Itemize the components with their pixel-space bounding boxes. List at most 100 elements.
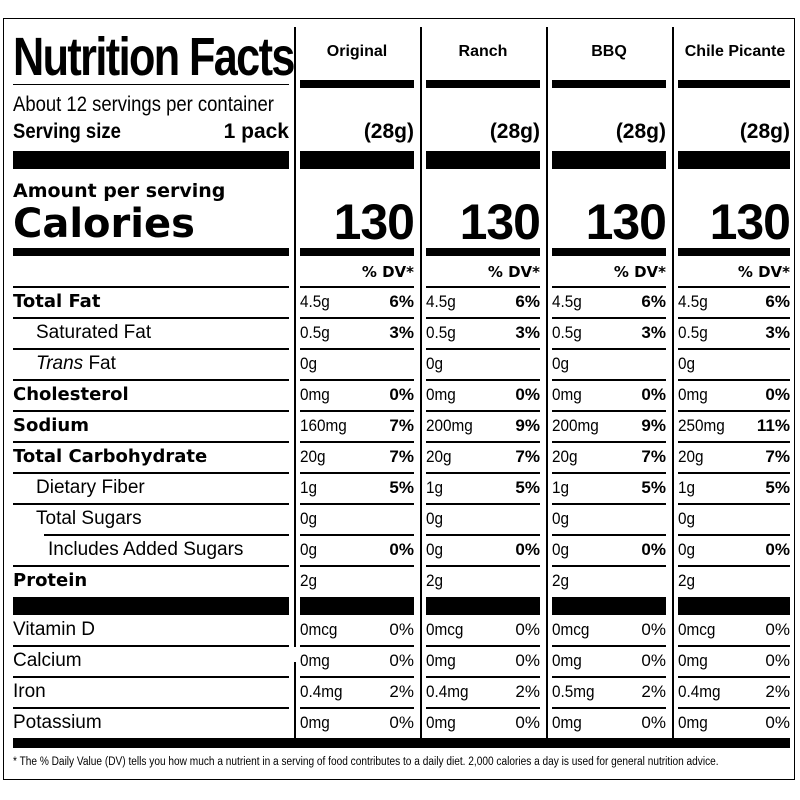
cell-amount-total-fat: 4.5g bbox=[552, 292, 582, 311]
cell-amount-saturated-fat: 0.5g bbox=[300, 323, 330, 342]
cell-dv-added-sugars: 0% bbox=[389, 540, 414, 559]
row-rule bbox=[552, 410, 666, 412]
row-rule bbox=[678, 534, 790, 536]
row-rule bbox=[426, 707, 540, 709]
row-rule bbox=[426, 379, 540, 381]
serving-grams: (28g) bbox=[363, 120, 414, 143]
row-rule bbox=[678, 645, 790, 647]
trans-italic: Trans bbox=[36, 353, 84, 374]
cell-amount-added-sugars: 0g bbox=[678, 540, 696, 559]
thick-bar bbox=[13, 597, 289, 615]
nutrient-vitamin-d: Vitamin D bbox=[13, 619, 96, 640]
row-rule bbox=[426, 645, 540, 647]
nutrient-added-sugars: Includes Added Sugars bbox=[48, 539, 244, 560]
row-rule bbox=[552, 534, 666, 536]
row-rule bbox=[44, 534, 289, 536]
row-rule bbox=[426, 441, 540, 443]
cell-amount-calcium: 0mg bbox=[426, 651, 456, 670]
nutrient-total-sugars: Total Sugars bbox=[36, 508, 142, 529]
cell-amount-saturated-fat: 0.5g bbox=[426, 323, 456, 342]
cell-dv-calcium: 0% bbox=[515, 651, 540, 670]
flavor-name-bbq: BBQ bbox=[591, 43, 627, 60]
thick-bar bbox=[300, 597, 414, 615]
row-rule bbox=[300, 676, 414, 678]
cell-dv-saturated-fat: 3% bbox=[765, 323, 790, 342]
header-bar bbox=[426, 80, 540, 88]
nutrient-iron: Iron bbox=[13, 681, 46, 702]
row-rule bbox=[678, 472, 790, 474]
row-rule bbox=[300, 503, 414, 505]
header-bar bbox=[678, 80, 790, 88]
row-rule bbox=[300, 707, 414, 709]
bottom-bar bbox=[13, 738, 790, 748]
cell-amount-saturated-fat: 0.5g bbox=[678, 323, 708, 342]
calories-value: 130 bbox=[709, 194, 791, 250]
footnote: * The % Daily Value (DV) tells you how m… bbox=[13, 756, 719, 768]
row-rule bbox=[300, 410, 414, 412]
flavor-name-original: Original bbox=[326, 43, 388, 60]
cell-dv-cholesterol: 0% bbox=[389, 385, 414, 404]
row-rule bbox=[300, 441, 414, 443]
medium-bar bbox=[678, 248, 790, 256]
row-rule bbox=[426, 348, 540, 350]
cell-dv-added-sugars: 0% bbox=[765, 540, 790, 559]
cell-amount-cholesterol: 0mg bbox=[300, 385, 330, 404]
amount-per-serving: Amount per serving bbox=[13, 180, 226, 202]
row-rule bbox=[300, 317, 414, 319]
cell-amount-sodium: 200mg bbox=[552, 416, 599, 435]
cell-amount-trans-fat: 0g bbox=[552, 354, 570, 373]
cell-dv-total-fat: 6% bbox=[389, 292, 414, 311]
row-rule bbox=[552, 707, 666, 709]
dv-header: % DV* bbox=[361, 263, 414, 281]
cell-dv-total-fat: 6% bbox=[765, 292, 790, 311]
cell-amount-iron: 0.4mg bbox=[678, 682, 721, 701]
row-rule bbox=[13, 676, 289, 678]
row-rule bbox=[13, 472, 289, 474]
row-rule bbox=[552, 472, 666, 474]
row-rule bbox=[678, 317, 790, 319]
cell-amount-cholesterol: 0mg bbox=[678, 385, 708, 404]
cell-amount-total-carbohydrate: 20g bbox=[426, 447, 452, 466]
cell-dv-saturated-fat: 3% bbox=[641, 323, 666, 342]
cell-amount-total-sugars: 0g bbox=[300, 509, 318, 528]
cell-amount-trans-fat: 0g bbox=[678, 354, 696, 373]
cell-amount-protein: 2g bbox=[678, 571, 696, 590]
cell-amount-sodium: 250mg bbox=[678, 416, 725, 435]
cell-dv-dietary-fiber: 5% bbox=[515, 478, 540, 497]
calories-value: 130 bbox=[333, 194, 415, 250]
cell-dv-dietary-fiber: 5% bbox=[765, 478, 790, 497]
row-rule bbox=[552, 348, 666, 350]
row-rule bbox=[300, 348, 414, 350]
cell-dv-potassium: 0% bbox=[389, 713, 414, 732]
cell-dv-potassium: 0% bbox=[515, 713, 540, 732]
medium-bar bbox=[300, 248, 414, 256]
cell-amount-calcium: 0mg bbox=[678, 651, 708, 670]
cell-amount-saturated-fat: 0.5g bbox=[552, 323, 582, 342]
cell-amount-total-sugars: 0g bbox=[552, 509, 570, 528]
row-rule bbox=[13, 286, 289, 288]
cell-dv-iron: 2% bbox=[389, 682, 414, 701]
cell-amount-dietary-fiber: 1g bbox=[552, 478, 570, 497]
cell-dv-total-fat: 6% bbox=[515, 292, 540, 311]
cell-amount-vitamin-d: 0mcg bbox=[426, 620, 464, 639]
row-rule bbox=[13, 503, 289, 505]
serving-grams: (28g) bbox=[489, 120, 540, 143]
thick-bar bbox=[552, 151, 666, 169]
column-divider bbox=[420, 27, 422, 746]
thick-bar bbox=[678, 597, 790, 615]
column-divider bbox=[672, 27, 674, 746]
cell-dv-sodium: 9% bbox=[515, 416, 540, 435]
cell-amount-potassium: 0mg bbox=[552, 713, 582, 732]
thick-bar bbox=[300, 151, 414, 169]
cell-amount-protein: 2g bbox=[300, 571, 318, 590]
row-rule bbox=[426, 503, 540, 505]
cell-dv-vitamin-d: 0% bbox=[515, 620, 540, 639]
calories-value: 130 bbox=[585, 194, 667, 250]
medium-bar bbox=[552, 248, 666, 256]
cell-amount-total-carbohydrate: 20g bbox=[552, 447, 578, 466]
dv-header: % DV* bbox=[613, 263, 666, 281]
row-rule bbox=[426, 472, 540, 474]
cell-amount-iron: 0.5mg bbox=[552, 682, 595, 701]
row-rule bbox=[552, 441, 666, 443]
cell-dv-calcium: 0% bbox=[389, 651, 414, 670]
